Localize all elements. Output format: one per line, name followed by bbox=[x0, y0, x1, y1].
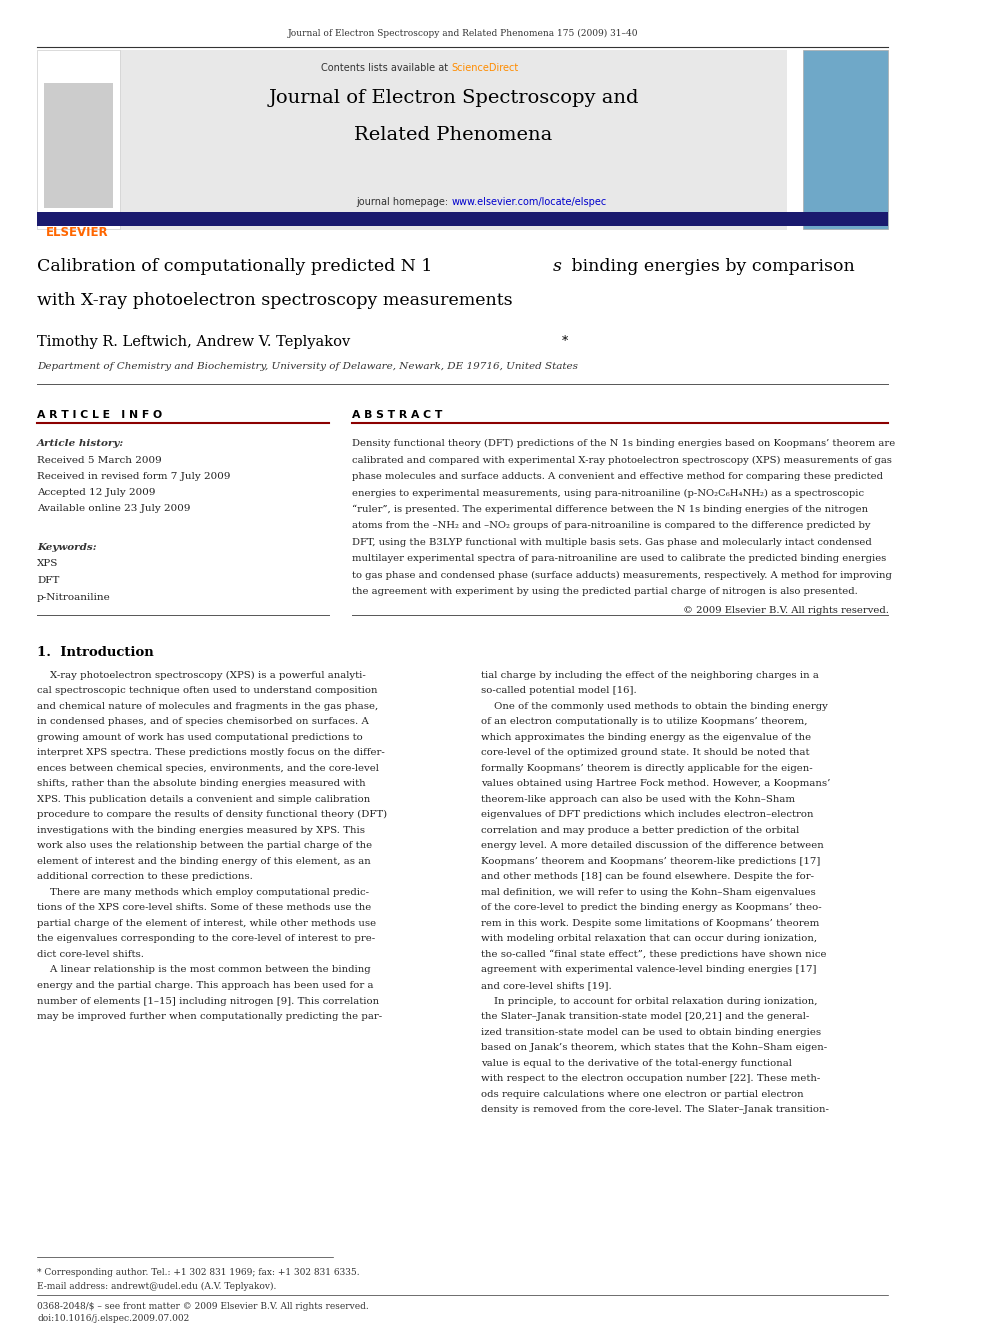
Text: theorem-like approach can also be used with the Kohn–Sham: theorem-like approach can also be used w… bbox=[481, 795, 796, 804]
Text: in condensed phases, and of species chemisorbed on surfaces. A: in condensed phases, and of species chem… bbox=[37, 717, 369, 726]
Text: multilayer experimental spectra of para-nitroaniline are used to calibrate the p: multilayer experimental spectra of para-… bbox=[351, 554, 886, 564]
Text: eigenvalues of DFT predictions which includes electron–electron: eigenvalues of DFT predictions which inc… bbox=[481, 810, 813, 819]
Text: p-Nitroaniline: p-Nitroaniline bbox=[37, 593, 111, 602]
Text: * Corresponding author. Tel.: +1 302 831 1969; fax: +1 302 831 6335.: * Corresponding author. Tel.: +1 302 831… bbox=[37, 1267, 360, 1277]
Text: ELSEVIER: ELSEVIER bbox=[47, 226, 109, 239]
Text: the Slater–Janak transition-state model [20,21] and the general-: the Slater–Janak transition-state model … bbox=[481, 1012, 809, 1021]
Text: doi:10.1016/j.elspec.2009.07.002: doi:10.1016/j.elspec.2009.07.002 bbox=[37, 1314, 189, 1323]
Text: to gas phase and condensed phase (surface adducts) measurements, respectively. A: to gas phase and condensed phase (surfac… bbox=[351, 570, 892, 579]
FancyBboxPatch shape bbox=[120, 50, 787, 230]
Text: Received in revised form 7 July 2009: Received in revised form 7 July 2009 bbox=[37, 472, 230, 482]
Text: Related Phenomena: Related Phenomena bbox=[354, 126, 553, 144]
Text: the eigenvalues corresponding to the core-level of interest to pre-: the eigenvalues corresponding to the cor… bbox=[37, 934, 375, 943]
Text: with X-ray photoelectron spectroscopy measurements: with X-ray photoelectron spectroscopy me… bbox=[37, 292, 513, 310]
Text: E-mail address: andrewt@udel.edu (A.V. Teplyakov).: E-mail address: andrewt@udel.edu (A.V. T… bbox=[37, 1282, 277, 1291]
Text: DFT, using the B3LYP functional with multiple basis sets. Gas phase and molecula: DFT, using the B3LYP functional with mul… bbox=[351, 538, 871, 546]
FancyBboxPatch shape bbox=[37, 50, 120, 229]
Text: so-called potential model [16].: so-called potential model [16]. bbox=[481, 687, 637, 695]
Text: Journal of Electron Spectroscopy and Related Phenomena 175 (2009) 31–40: Journal of Electron Spectroscopy and Rel… bbox=[288, 29, 638, 38]
Text: cal spectroscopic technique often used to understand composition: cal spectroscopic technique often used t… bbox=[37, 687, 378, 695]
Text: XPS: XPS bbox=[37, 558, 59, 568]
Text: partial charge of the element of interest, while other methods use: partial charge of the element of interes… bbox=[37, 919, 376, 927]
Text: energy level. A more detailed discussion of the difference between: energy level. A more detailed discussion… bbox=[481, 841, 824, 851]
Text: additional correction to these predictions.: additional correction to these predictio… bbox=[37, 872, 253, 881]
Text: © 2009 Elsevier B.V. All rights reserved.: © 2009 Elsevier B.V. All rights reserved… bbox=[682, 606, 889, 615]
Text: s: s bbox=[553, 258, 561, 275]
Text: Contents lists available at: Contents lists available at bbox=[321, 64, 451, 73]
Text: of the core-level to predict the binding energy as Koopmans’ theo-: of the core-level to predict the binding… bbox=[481, 904, 821, 913]
Text: formally Koopmans’ theorem is directly applicable for the eigen-: formally Koopmans’ theorem is directly a… bbox=[481, 763, 812, 773]
Text: energy and the partial charge. This approach has been used for a: energy and the partial charge. This appr… bbox=[37, 980, 374, 990]
Text: agreement with experimental valence-level binding energies [17]: agreement with experimental valence-leve… bbox=[481, 966, 816, 975]
Text: DFT: DFT bbox=[37, 576, 60, 585]
Text: and chemical nature of molecules and fragments in the gas phase,: and chemical nature of molecules and fra… bbox=[37, 701, 378, 710]
Text: Accepted 12 July 2009: Accepted 12 July 2009 bbox=[37, 488, 156, 497]
Text: XPS. This publication details a convenient and simple calibration: XPS. This publication details a convenie… bbox=[37, 795, 370, 804]
Text: A R T I C L E   I N F O: A R T I C L E I N F O bbox=[37, 410, 162, 421]
Text: ods require calculations where one electron or partial electron: ods require calculations where one elect… bbox=[481, 1090, 804, 1098]
Text: and core-level shifts [19].: and core-level shifts [19]. bbox=[481, 980, 612, 990]
Text: element of interest and the binding energy of this element, as an: element of interest and the binding ener… bbox=[37, 857, 371, 865]
Text: In principle, to account for orbital relaxation during ionization,: In principle, to account for orbital rel… bbox=[481, 996, 817, 1005]
Text: One of the commonly used methods to obtain the binding energy: One of the commonly used methods to obta… bbox=[481, 701, 828, 710]
Text: values obtained using Hartree Fock method. However, a Koopmans’: values obtained using Hartree Fock metho… bbox=[481, 779, 830, 789]
Text: ScienceDirect: ScienceDirect bbox=[451, 64, 519, 73]
Text: Density functional theory (DFT) predictions of the N 1s binding energies based o: Density functional theory (DFT) predicti… bbox=[351, 439, 895, 448]
Text: with modeling orbital relaxation that can occur during ionization,: with modeling orbital relaxation that ca… bbox=[481, 934, 817, 943]
Text: X-ray photoelectron spectroscopy (XPS) is a powerful analyti-: X-ray photoelectron spectroscopy (XPS) i… bbox=[37, 671, 366, 680]
Text: the so-called “final state effect”, these predictions have shown nice: the so-called “final state effect”, thes… bbox=[481, 950, 826, 959]
FancyBboxPatch shape bbox=[45, 83, 113, 208]
Text: Koopmans’ theorem and Koopmans’ theorem-like predictions [17]: Koopmans’ theorem and Koopmans’ theorem-… bbox=[481, 857, 820, 865]
Text: tial charge by including the effect of the neighboring charges in a: tial charge by including the effect of t… bbox=[481, 671, 819, 680]
Text: There are many methods which employ computational predic-: There are many methods which employ comp… bbox=[37, 888, 369, 897]
Text: correlation and may produce a better prediction of the orbital: correlation and may produce a better pre… bbox=[481, 826, 800, 835]
Text: investigations with the binding energies measured by XPS. This: investigations with the binding energies… bbox=[37, 826, 365, 835]
Text: Journal of Electron Spectroscopy and: Journal of Electron Spectroscopy and bbox=[268, 90, 639, 107]
Text: “ruler”, is presented. The experimental difference between the N 1s binding ener: “ruler”, is presented. The experimental … bbox=[351, 505, 868, 515]
Text: Available online 23 July 2009: Available online 23 July 2009 bbox=[37, 504, 190, 512]
Text: atoms from the –NH₂ and –NO₂ groups of para-nitroaniline is compared to the diff: atoms from the –NH₂ and –NO₂ groups of p… bbox=[351, 521, 870, 531]
FancyBboxPatch shape bbox=[804, 50, 889, 229]
Text: A linear relationship is the most common between the binding: A linear relationship is the most common… bbox=[37, 966, 371, 975]
Text: 0368-2048/$ – see front matter © 2009 Elsevier B.V. All rights reserved.: 0368-2048/$ – see front matter © 2009 El… bbox=[37, 1302, 369, 1311]
Text: of an electron computationally is to utilize Koopmans’ theorem,: of an electron computationally is to uti… bbox=[481, 717, 807, 726]
FancyBboxPatch shape bbox=[37, 212, 889, 226]
Text: the agreement with experiment by using the predicted partial charge of nitrogen : the agreement with experiment by using t… bbox=[351, 587, 857, 597]
Text: tions of the XPS core-level shifts. Some of these methods use the: tions of the XPS core-level shifts. Some… bbox=[37, 904, 371, 913]
Text: A B S T R A C T: A B S T R A C T bbox=[351, 410, 442, 421]
Text: density is removed from the core-level. The Slater–Janak transition-: density is removed from the core-level. … bbox=[481, 1105, 829, 1114]
Text: rem in this work. Despite some limitations of Koopmans’ theorem: rem in this work. Despite some limitatio… bbox=[481, 919, 819, 927]
Text: Calibration of computationally predicted N 1: Calibration of computationally predicted… bbox=[37, 258, 433, 275]
Text: shifts, rather than the absolute binding energies measured with: shifts, rather than the absolute binding… bbox=[37, 779, 366, 789]
Text: www.elsevier.com/locate/elspec: www.elsevier.com/locate/elspec bbox=[451, 197, 607, 208]
Text: phase molecules and surface adducts. A convenient and effective method for compa: phase molecules and surface adducts. A c… bbox=[351, 472, 883, 482]
Text: value is equal to the derivative of the total-energy functional: value is equal to the derivative of the … bbox=[481, 1058, 792, 1068]
Text: *: * bbox=[561, 335, 568, 348]
Text: work also uses the relationship between the partial charge of the: work also uses the relationship between … bbox=[37, 841, 372, 851]
Text: Keywords:: Keywords: bbox=[37, 544, 96, 552]
Text: journal homepage:: journal homepage: bbox=[356, 197, 451, 208]
Text: ized transition-state model can be used to obtain binding energies: ized transition-state model can be used … bbox=[481, 1028, 821, 1036]
Text: dict core-level shifts.: dict core-level shifts. bbox=[37, 950, 144, 959]
Text: mal definition, we will refer to using the Kohn–Sham eigenvalues: mal definition, we will refer to using t… bbox=[481, 888, 816, 897]
Text: Timothy R. Leftwich, Andrew V. Teplyakov: Timothy R. Leftwich, Andrew V. Teplyakov bbox=[37, 335, 350, 349]
Text: 1.  Introduction: 1. Introduction bbox=[37, 646, 154, 659]
Text: Article history:: Article history: bbox=[37, 439, 124, 448]
Text: Received 5 March 2009: Received 5 March 2009 bbox=[37, 456, 162, 466]
Text: calibrated and compared with experimental X-ray photoelectron spectroscopy (XPS): calibrated and compared with experimenta… bbox=[351, 455, 892, 464]
Text: energies to experimental measurements, using para-nitroaniline (p-NO₂C₆H₄NH₂) as: energies to experimental measurements, u… bbox=[351, 488, 864, 497]
Text: binding energies by comparison: binding energies by comparison bbox=[566, 258, 855, 275]
Text: may be improved further when computationally predicting the par-: may be improved further when computation… bbox=[37, 1012, 382, 1021]
Text: based on Janak’s theorem, which states that the Kohn–Sham eigen-: based on Janak’s theorem, which states t… bbox=[481, 1043, 827, 1052]
Text: and other methods [18] can be found elsewhere. Despite the for-: and other methods [18] can be found else… bbox=[481, 872, 814, 881]
Text: interpret XPS spectra. These predictions mostly focus on the differ-: interpret XPS spectra. These predictions… bbox=[37, 749, 385, 757]
Text: growing amount of work has used computational predictions to: growing amount of work has used computat… bbox=[37, 733, 363, 742]
Text: number of elements [1–15] including nitrogen [9]. This correlation: number of elements [1–15] including nitr… bbox=[37, 996, 379, 1005]
Text: core-level of the optimized ground state. It should be noted that: core-level of the optimized ground state… bbox=[481, 749, 809, 757]
Text: with respect to the electron occupation number [22]. These meth-: with respect to the electron occupation … bbox=[481, 1074, 820, 1084]
Text: ences between chemical species, environments, and the core-level: ences between chemical species, environm… bbox=[37, 763, 379, 773]
Text: procedure to compare the results of density functional theory (DFT): procedure to compare the results of dens… bbox=[37, 810, 387, 819]
Text: Department of Chemistry and Biochemistry, University of Delaware, Newark, DE 197: Department of Chemistry and Biochemistry… bbox=[37, 361, 578, 370]
Text: which approximates the binding energy as the eigenvalue of the: which approximates the binding energy as… bbox=[481, 733, 811, 742]
